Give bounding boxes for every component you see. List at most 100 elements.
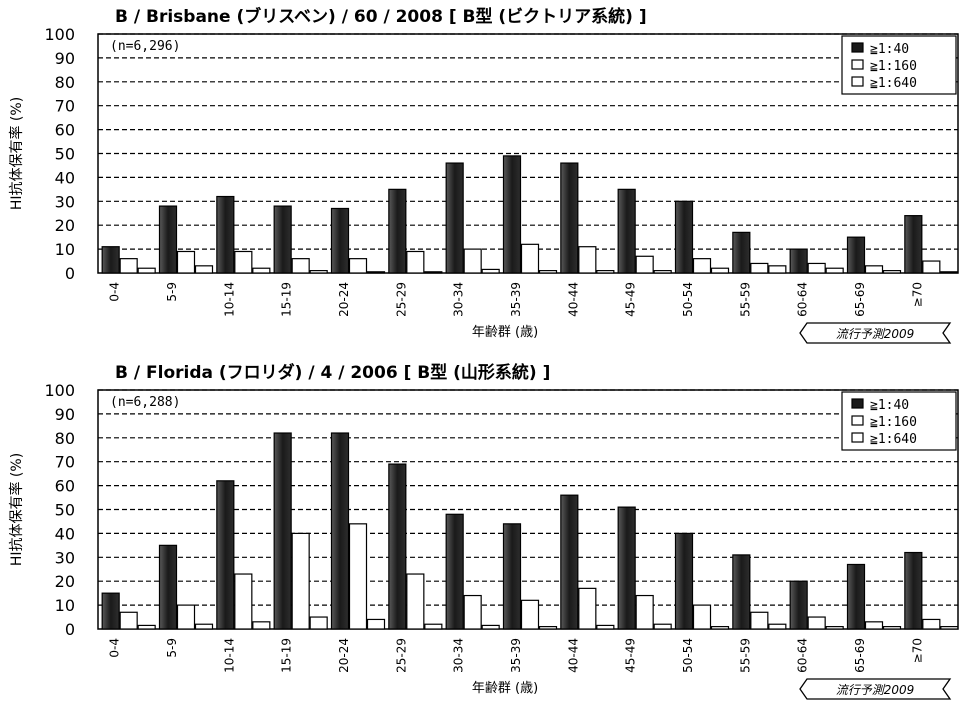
legend-swatch [851,415,864,426]
x-tick-label: 0-4 [108,282,122,302]
y-tick-label: 10 [55,240,75,259]
bar-titer-40 [674,532,694,630]
y-tick-label: 90 [55,405,75,424]
bar-titer-640 [825,267,844,274]
x-tick-label: 55-59 [738,638,752,673]
bar-titer-160 [864,621,884,630]
bar-titer-640 [653,270,672,274]
x-tick-label: 10-14 [222,638,236,673]
sample-size-label: (n=6,296) [110,39,180,54]
bar-titer-40 [560,494,579,630]
bar-titer-160 [520,243,540,274]
x-tick-label: 5-9 [165,638,179,658]
x-tick-label: 35-39 [509,282,523,317]
x-tick-label: 45-49 [624,638,638,673]
bar-titer-160 [463,248,482,274]
bar-titer-160 [578,246,597,274]
x-tick-label: 55-59 [738,282,752,317]
bar-titer-640 [481,624,500,630]
bar-titer-640 [882,626,902,630]
bar-titer-160 [807,616,826,630]
bar-titer-160 [291,258,310,274]
x-tick-label: 20-24 [337,282,351,317]
bar-titer-640 [940,626,959,630]
y-tick-label: 10 [55,596,75,615]
bar-titer-160 [119,258,138,274]
y-axis-label: HI抗体保有率 (%) [8,453,25,566]
x-tick-label: 50-54 [681,638,695,673]
bar-titer-640 [710,267,730,274]
bar-titer-160 [348,258,368,274]
bar-titer-160 [807,262,826,274]
x-tick-label: 30-34 [452,282,466,317]
bar-titer-160 [520,599,540,630]
x-tick-label: 40-44 [566,282,580,317]
y-tick-label: 50 [55,145,75,164]
y-tick-label: 20 [55,572,75,591]
bar-titer-640 [252,267,271,274]
x-tick-label: 15-19 [280,282,294,317]
legend-label: ≧1:40 [870,398,909,413]
y-tick-label: 30 [55,548,75,567]
bar-titer-160 [635,255,654,274]
y-tick-label: 70 [55,453,75,472]
legend-swatch [851,42,864,53]
x-tick-label: 65-69 [853,282,867,317]
bar-titer-40 [904,215,923,274]
bar-titer-640 [366,618,386,630]
bar-titer-160 [234,573,253,630]
bar-titer-160 [348,523,368,630]
x-tick-label: 45-49 [624,282,638,317]
bar-titer-640 [538,626,558,630]
y-tick-label: 60 [55,121,75,140]
x-tick-label: 15-19 [280,638,294,673]
bar-titer-40 [846,236,866,274]
bar-titer-160 [291,532,310,630]
bar-titer-40 [330,432,350,630]
x-tick-label: 20-24 [337,638,351,673]
forecast-badge [799,322,952,344]
bar-titer-40 [502,523,522,630]
bar-titer-640 [194,265,214,274]
bar-titer-640 [710,626,730,630]
bar-titer-40 [158,205,178,274]
legend-label: ≧1:40 [870,42,909,57]
y-tick-label: 30 [55,192,75,211]
y-tick-label: 100 [44,381,75,400]
bar-titer-640 [309,270,328,274]
y-tick-label: 40 [55,168,75,187]
bar-titer-640 [252,621,271,630]
bar-titer-160 [406,573,425,630]
bar-titer-640 [768,623,787,630]
chart-brisbane: B / Brisbane (ブリスベン) / 60 / 2008 [ B型 (ビ… [8,6,959,344]
bar-titer-160 [750,262,769,274]
y-tick-label: 90 [55,49,75,68]
chart-title: B / Florida (フロリダ) / 4 / 2006 [ B型 (山形系統… [115,362,550,383]
bar-titer-640 [424,271,443,274]
bar-titer-160 [119,611,138,630]
x-tick-label: 60-64 [796,282,810,317]
bar-titer-40 [445,162,464,274]
bar-titer-640 [768,265,787,274]
x-tick-label: 25-29 [394,638,408,673]
y-tick-label: 100 [44,25,75,44]
y-tick-label: 70 [55,97,75,116]
bar-titer-160 [463,594,482,630]
bar-titer-640 [194,623,214,630]
y-axis-label: HI抗体保有率 (%) [8,97,25,210]
x-tick-label: 0-4 [108,638,122,658]
y-tick-label: 20 [55,216,75,235]
forecast-badge [799,678,952,700]
y-tick-label: 80 [55,73,75,92]
x-tick-label: 5-9 [165,282,179,302]
x-tick-label: 25-29 [394,282,408,317]
bar-titer-40 [560,162,579,274]
bar-titer-40 [789,248,808,274]
bar-titer-40 [216,480,235,630]
bar-titer-640 [825,626,844,630]
bar-titer-640 [596,270,615,274]
x-axis-label: 年齢群 (歳) [472,681,538,696]
bar-titer-40 [273,432,292,630]
bar-titer-160 [234,250,253,274]
y-tick-label: 0 [65,620,75,639]
